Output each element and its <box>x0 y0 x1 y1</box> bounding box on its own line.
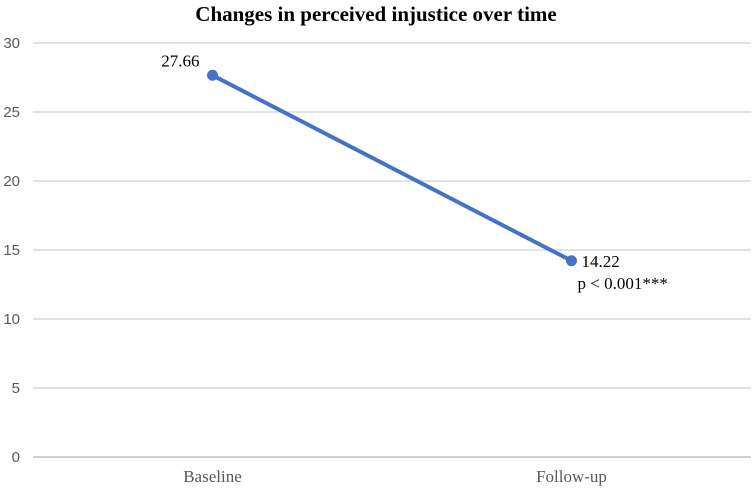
y-axis-tick-label: 15 <box>3 242 20 259</box>
x-axis-category-label: Baseline <box>183 467 242 486</box>
y-axis-tick-label: 10 <box>3 311 20 328</box>
data-point-marker <box>207 69 218 81</box>
data-point-marker <box>566 255 577 267</box>
y-axis-tick-label: 25 <box>3 104 20 121</box>
y-axis-tick-label: 20 <box>3 173 20 190</box>
x-axis-category-label: Follow-up <box>536 467 607 486</box>
y-axis-tick-label: 0 <box>12 449 20 466</box>
chart-title: Changes in perceived injustice over time <box>195 2 557 26</box>
significance-annotation: p < 0.001*** <box>578 274 668 293</box>
data-point-label: 27.66 <box>161 51 199 70</box>
y-axis-tick-label: 30 <box>3 35 20 52</box>
y-axis-tick-label: 5 <box>12 380 20 397</box>
data-series-line <box>210 73 574 263</box>
data-point-label: 14.22 <box>582 252 620 271</box>
